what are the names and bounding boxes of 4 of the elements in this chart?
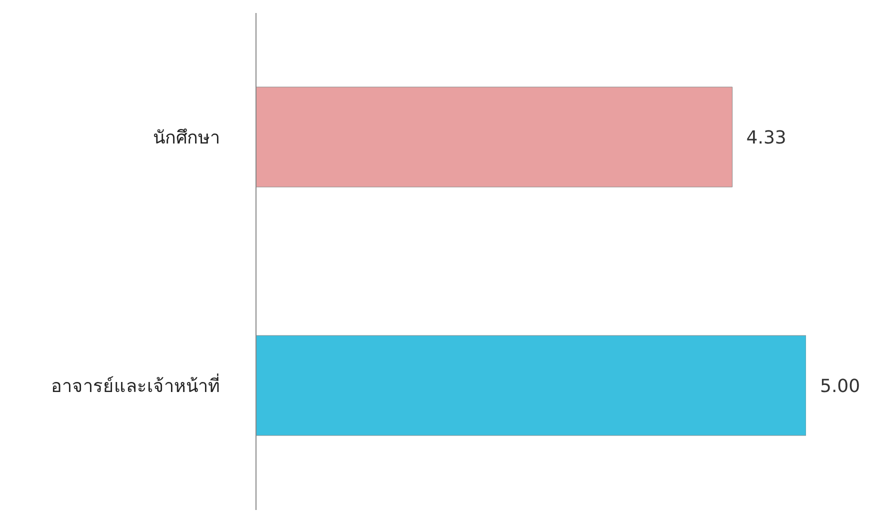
y-tick-label: อาจารย์และเจ้าหน้าที่	[51, 373, 220, 398]
data-label: 5.00	[820, 376, 860, 397]
y-tick-label: นักศึกษา	[153, 128, 220, 149]
data-label: 4.33	[746, 127, 786, 148]
